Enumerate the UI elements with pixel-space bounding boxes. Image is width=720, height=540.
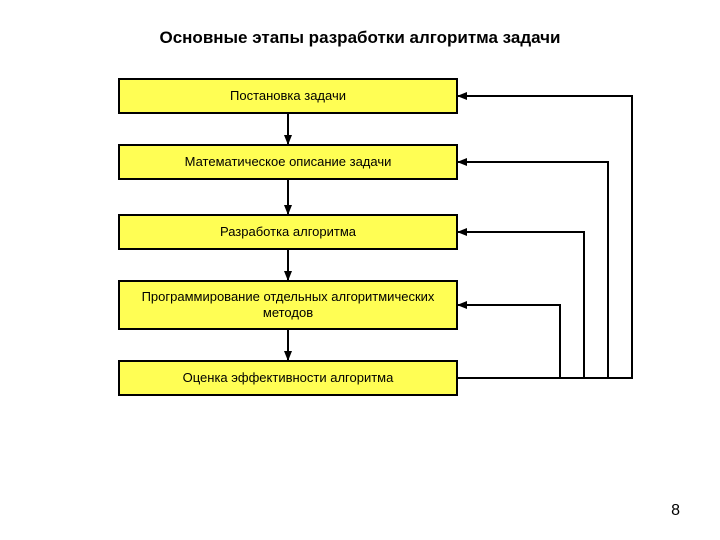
stage-label: Программирование отдельных алгоритмическ… <box>126 289 450 322</box>
stage-label: Разработка алгоритма <box>220 224 356 240</box>
stage-box-4: Оценка эффективности алгоритма <box>118 360 458 396</box>
stage-box-1: Математическое описание задачи <box>118 144 458 180</box>
stage-box-0: Постановка задачи <box>118 78 458 114</box>
stage-box-3: Программирование отдельных алгоритмическ… <box>118 280 458 330</box>
slide: Основные этапы разработки алгоритма зада… <box>0 0 720 540</box>
stage-label: Постановка задачи <box>230 88 346 104</box>
page-number: 8 <box>671 502 680 520</box>
stage-label: Математическое описание задачи <box>185 154 392 170</box>
stage-box-2: Разработка алгоритма <box>118 214 458 250</box>
page-title: Основные этапы разработки алгоритма зада… <box>130 28 590 48</box>
stage-label: Оценка эффективности алгоритма <box>183 370 394 386</box>
